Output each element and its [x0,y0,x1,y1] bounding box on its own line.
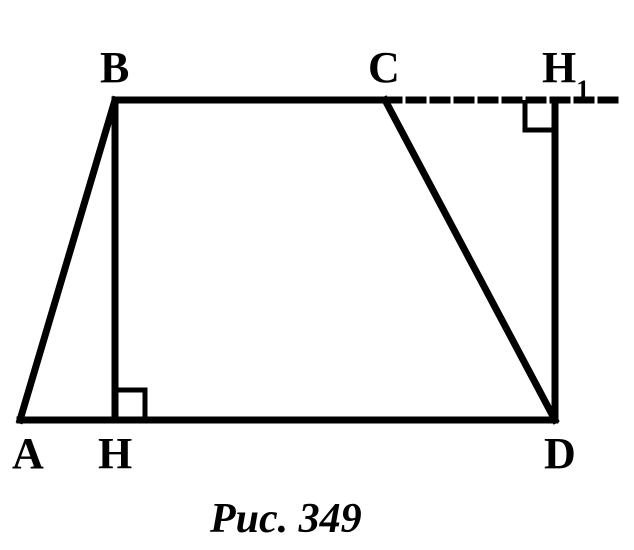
figure-caption-text: Рис. 349 [210,496,362,542]
label-H1: H1 [542,46,589,96]
figure-caption: Рис. 349 [210,498,362,540]
label-A-text: A [12,429,44,478]
label-B: B [100,46,129,90]
label-C: C [368,46,400,90]
label-D: D [544,432,576,476]
label-H1-sub: 1 [576,74,589,104]
label-H1-text: H [542,43,576,92]
label-B-text: B [100,43,129,92]
label-A: A [12,432,44,476]
label-C-text: C [368,43,400,92]
label-H: H [98,432,132,476]
label-D-text: D [544,429,576,478]
label-H-text: H [98,429,132,478]
geometry-svg [0,0,634,550]
diagram-stage: A B C D H H1 Рис. 349 [0,0,634,550]
